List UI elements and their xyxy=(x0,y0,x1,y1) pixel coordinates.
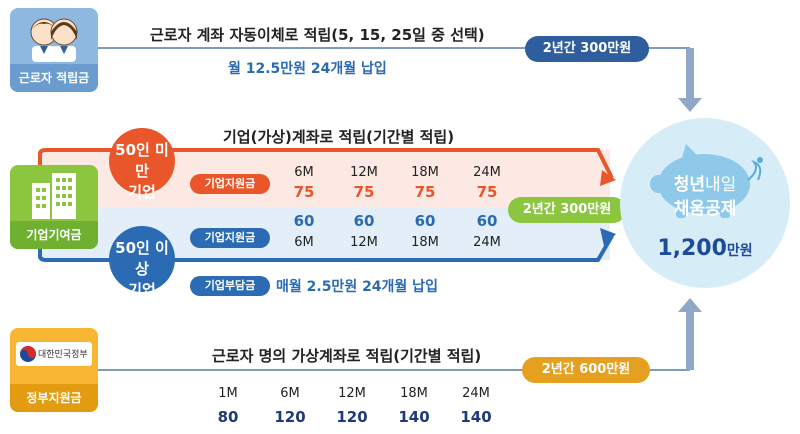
result-amount: 1,200만원 xyxy=(620,236,790,261)
large-company-circle-line1: 50인 이상 xyxy=(115,239,169,278)
large-amount-1: 60 xyxy=(293,212,315,230)
burden-text: 매월 2.5만원 24개월 납입 xyxy=(276,279,438,295)
large-company-circle-line2: 기업 xyxy=(128,281,156,299)
large-period-3: 18M xyxy=(411,235,439,250)
result-amount-unit: 만원 xyxy=(726,243,753,259)
large-amount-2: 60 xyxy=(353,212,375,230)
gov-total-badge: 2년간 600만원 xyxy=(522,357,650,383)
worker-total-badge: 2년간 300만원 xyxy=(525,36,649,62)
worker-headline: 근로자 계좌 자동이체로 적립(5, 15, 25일 중 선택) xyxy=(150,26,485,44)
worker-subline: 월 12.5만원 24개월 납입 xyxy=(228,61,387,77)
gov-period-4: 18M xyxy=(400,386,428,401)
large-company-circle: 50인 이상 기업 xyxy=(109,226,175,299)
gov-amount-1: 80 xyxy=(217,408,239,426)
gov-period-2: 6M xyxy=(280,386,300,401)
company-total-badge: 2년간 300만원 xyxy=(508,197,626,223)
company-tile: 기업기여금 xyxy=(10,165,98,249)
gov-amount-4: 140 xyxy=(398,408,430,426)
small-company-tag: 기업지원금 xyxy=(190,174,270,194)
result-title-line2: 채움공제 xyxy=(673,199,737,219)
worker-tile-label: 근로자 적립금 xyxy=(10,64,98,92)
large-company-arrow xyxy=(38,234,614,262)
gov-tile-label: 정부지원금 xyxy=(10,384,98,412)
small-company-circle: 50인 미만 기업 xyxy=(109,128,175,201)
small-period-2: 12M xyxy=(350,165,378,180)
gov-headline: 근로자 명의 가상계좌로 적립(기간별 적립) xyxy=(212,347,482,365)
gov-tile: 대한민국정부 정부지원금 xyxy=(10,328,98,412)
small-amount-2: 75 xyxy=(353,183,375,201)
company-tile-label: 기업기여금 xyxy=(10,221,98,249)
result-title-b: 내일 xyxy=(705,175,737,195)
gov-amount-2: 120 xyxy=(274,408,306,426)
small-company-circle-line1: 50인 미만 xyxy=(115,141,169,180)
large-amount-3: 60 xyxy=(414,212,436,230)
gov-emblem-box: 대한민국정부 xyxy=(16,342,92,366)
small-amount-4: 75 xyxy=(476,183,498,201)
small-amount-3: 75 xyxy=(414,183,436,201)
result-circle: 청년내일 채움공제 1,200만원 xyxy=(620,118,790,288)
gov-period-3: 12M xyxy=(338,386,366,401)
gov-emblem-text: 대한민국정부 xyxy=(38,350,88,360)
worker-tile: 근로자 적립금 xyxy=(10,8,98,92)
gov-amount-3: 120 xyxy=(336,408,368,426)
piggy-bank-icon xyxy=(650,144,763,218)
small-period-3: 18M xyxy=(411,165,439,180)
result-amount-number: 1,200 xyxy=(657,236,727,261)
large-company-tag: 기업지원금 xyxy=(190,228,270,248)
large-period-4: 24M xyxy=(473,235,501,250)
gov-period-1: 1M xyxy=(218,386,238,401)
burden-tag: 기업부담금 xyxy=(190,276,270,296)
building-icon xyxy=(32,173,76,219)
large-period-2: 12M xyxy=(350,235,378,250)
result-title-a: 청년 xyxy=(673,175,705,195)
small-period-4: 24M xyxy=(473,165,501,180)
small-amount-1: 75 xyxy=(293,183,315,201)
gov-period-5: 24M xyxy=(462,386,490,401)
result-title-line1: 청년내일 xyxy=(620,170,790,195)
workers-icon xyxy=(30,18,78,62)
large-period-1: 6M xyxy=(294,235,314,250)
taegeuk-icon xyxy=(20,346,36,362)
large-amount-4: 60 xyxy=(476,212,498,230)
small-company-arrow xyxy=(38,148,614,179)
small-company-circle-line2: 기업 xyxy=(128,183,156,201)
company-headline: 기업(가상)계좌로 적립(기간별 적립) xyxy=(223,128,455,146)
small-period-1: 6M xyxy=(294,165,314,180)
gov-amount-5: 140 xyxy=(460,408,492,426)
